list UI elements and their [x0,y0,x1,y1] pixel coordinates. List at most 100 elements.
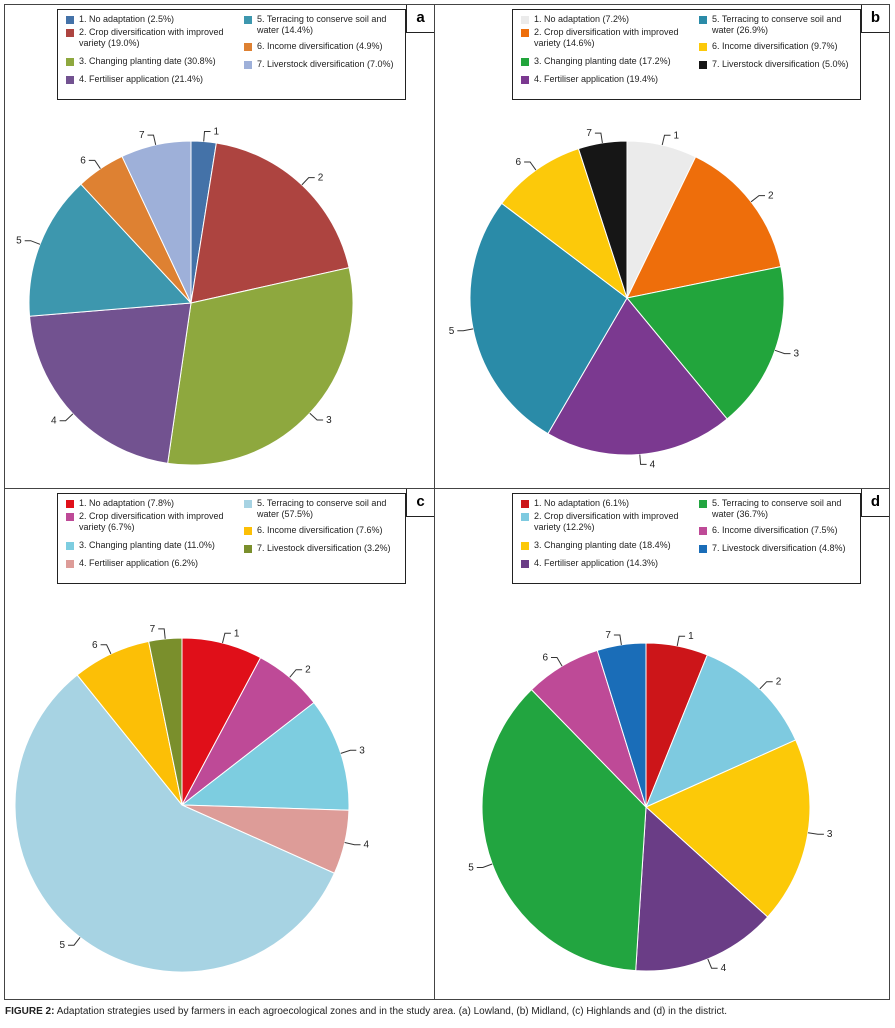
slice-number-label: 5 [449,326,455,337]
slice-number-label: 2 [768,191,774,202]
legend-label: 6. Income diversification (9.7%) [712,41,838,51]
pie-slice-3 [167,267,354,466]
legend-label: 4. Fertiliser application (14.3%) [534,558,659,568]
pie-slice-7 [148,637,183,806]
pie-slice-3 [626,266,785,420]
legend-label: 7. Liverstock diversification (7.0%) [257,59,394,69]
slice-number-label: 4 [650,459,656,470]
slice-number-label: 7 [586,128,592,139]
leader-line-3 [340,749,357,754]
legend-swatch [66,513,74,521]
legend-swatch [244,43,252,51]
pie-slice-2 [645,654,797,808]
leader-line-2 [289,669,303,678]
pie-slice-7 [577,140,628,299]
legend-swatch [521,513,529,521]
pie-chart: 1 2 3 4 5 6 7 [14,624,370,973]
leader-line-1 [203,131,211,142]
legend-swatch [66,76,74,84]
legend: 1. No adaptation (7.8%) 2. Crop diversifi… [57,493,406,584]
leader-line-3 [774,349,791,355]
pie-slice-3 [645,739,811,918]
legend-label: 6. Income diversification (4.9%) [257,41,383,51]
leader-line-1 [676,635,686,647]
leader-line-3 [807,832,824,835]
slice-number-label: 4 [364,840,370,851]
slice-number-label: 6 [542,653,548,664]
legend-label: 4. Fertiliser application (19.4%) [534,74,659,84]
slice-number-label: 3 [794,349,800,360]
slice-number-label: 5 [16,236,22,247]
legend-label: 6. Income diversification (7.6%) [257,525,383,535]
legend-swatch [521,29,529,37]
legend-swatch [699,545,707,553]
legend: 1. No adaptation (6.1%) 2. Crop diversifi… [512,493,861,584]
figure-caption: FIGURE 2: Adaptation strategies used by … [5,1006,727,1017]
legend-swatch [699,16,707,24]
slice-number-label: 7 [150,624,156,635]
legend-swatch [244,545,252,553]
legend-label: 5. Terracing to conserve soil and water … [257,14,387,35]
pie-slice-2 [626,156,782,299]
pie-chart: 1 2 3 4 5 6 7 [449,128,800,470]
legend-swatch [66,542,74,550]
slice-number-label: 4 [51,416,57,427]
legend-label: 3. Changing planting date (11.0%) [79,540,215,550]
legend-label: 1. No adaptation (7.8%) [79,498,175,508]
legend-label: 2. Crop diversification with improved va… [534,27,679,48]
slice-number-label: 3 [827,829,833,840]
legend-swatch [521,76,529,84]
legend-label: 1. No adaptation (2.5%) [79,14,175,24]
legend-label: 1. No adaptation (6.1%) [534,498,630,508]
legend-swatch [244,527,252,535]
legend-swatch [521,16,529,24]
legend-label: 5. Terracing to conserve soil and water … [712,498,842,519]
legend: 1. No adaptation (7.2%) 2. Crop diversifi… [512,9,861,100]
panel-letter: a [406,5,434,33]
slice-number-label: 3 [359,745,365,756]
pie-slice-4 [547,297,728,456]
legend-label: 4. Fertiliser application (6.2%) [79,558,199,568]
slice-number-label: 1 [234,628,240,639]
legend-swatch [699,500,707,508]
leader-line-6 [88,159,101,169]
legend-swatch [66,560,74,568]
panel-letter: d [861,489,889,517]
slice-number-label: 2 [776,677,782,688]
legend-label: 2. Crop diversification with improved va… [79,511,224,532]
slice-number-label: 4 [721,963,727,974]
legend-label: 4. Fertiliser application (21.4%) [79,74,204,84]
pie-slice-4 [29,302,192,464]
panel-letter: c [406,489,434,517]
leader-line-4 [707,958,718,969]
leader-line-4 [59,413,74,422]
slice-number-label: 2 [305,665,311,676]
caption-text: Adaptation strategies used by farmers in… [56,1006,728,1017]
pie-chart: 1 2 3 4 5 6 7 [468,630,833,974]
legend: 1. No adaptation (2.5%) 2. Crop diversifi… [57,9,406,100]
legend-label: 2. Crop diversification with improved va… [79,27,224,48]
legend-swatch [66,500,74,508]
panel-d: 1 2 3 4 5 6 7 d 1. No adaptation (6.1%) 2. Crop d… [434,488,890,1000]
legend-swatch [244,16,252,24]
leader-line-5 [457,328,474,332]
panel-b: 1 2 3 4 5 6 7 b 1. No adaptation (7.2%) 2. Crop d… [434,4,890,489]
slice-number-label: 5 [468,863,474,874]
legend-swatch [244,61,252,69]
legend-label: 7. Livestock diversification (3.2%) [257,543,391,553]
leader-line-7 [594,132,603,143]
slice-number-label: 3 [326,415,332,426]
legend-label: 7. Livestock diversification (4.8%) [712,543,846,553]
legend-label: 3. Changing planting date (30.8%) [79,56,216,66]
legend-label: 1. No adaptation (7.2%) [534,14,630,24]
slice-number-label: 1 [214,127,220,138]
legend-swatch [699,527,707,535]
legend-label: 2. Crop diversification with improved va… [534,511,679,532]
slice-number-label: 6 [516,157,522,168]
legend-swatch [699,61,707,69]
leader-line-4 [344,842,361,846]
leader-line-1 [222,632,231,644]
panel-letter: b [861,5,889,33]
leader-line-5 [24,240,41,245]
slice-number-label: 2 [318,173,324,184]
